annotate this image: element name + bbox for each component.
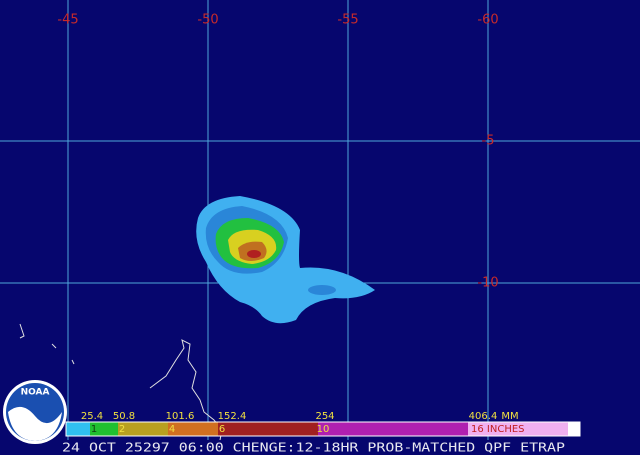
lon-label: -50 [197, 13, 218, 28]
mm-label: 152.4 [218, 411, 247, 422]
inch-label: 16 INCHES [471, 424, 525, 435]
coastline [19, 323, 223, 441]
precip-moderate [308, 285, 336, 295]
inch-label: 1 [91, 424, 97, 435]
mm-label: 25.4 [81, 411, 103, 422]
mm-label: MM [501, 411, 518, 422]
inch-label: 10 [317, 424, 330, 435]
color-swatch [468, 422, 568, 436]
color-swatch [318, 422, 468, 436]
color-swatch [90, 422, 118, 436]
lon-label: -55 [337, 13, 358, 28]
mm-label: 254 [315, 411, 334, 422]
color-swatch [66, 422, 90, 436]
logo-text: NOAA [21, 388, 50, 398]
logo-wave [8, 406, 62, 441]
inch-label: 6 [219, 424, 225, 435]
caption: 24 OCT 25297 06:00 CHENGE:12-18HR PROB-M… [62, 441, 565, 455]
mm-label: 50.8 [113, 411, 135, 422]
color-swatch [168, 422, 218, 436]
legend: 25.4 50.8 101.6 152.4 254 406.4 MM 1 2 4… [65, 411, 581, 437]
lat-label: -5 [482, 134, 495, 149]
noaa-logo: NOAA [3, 380, 67, 444]
precip-field [196, 196, 375, 324]
mm-label: 101.6 [166, 411, 195, 422]
inch-label: 4 [169, 424, 175, 435]
lat-label: -10 [477, 276, 498, 291]
precip-peak [247, 250, 261, 258]
lon-label: -45 [57, 13, 78, 28]
color-swatch [218, 422, 318, 436]
color-swatch [118, 422, 168, 436]
colorbar-frame [65, 421, 581, 437]
color-swatch [568, 422, 580, 436]
mm-label: 406.4 [469, 411, 498, 422]
inch-label: 2 [119, 424, 125, 435]
lon-label: -60 [477, 13, 498, 28]
